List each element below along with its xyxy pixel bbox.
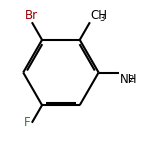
Text: 3: 3 — [99, 14, 104, 23]
Text: NH: NH — [120, 73, 138, 86]
Text: Br: Br — [25, 9, 38, 22]
Text: 2: 2 — [128, 75, 134, 84]
Text: F: F — [24, 116, 31, 129]
Text: CH: CH — [91, 9, 108, 22]
